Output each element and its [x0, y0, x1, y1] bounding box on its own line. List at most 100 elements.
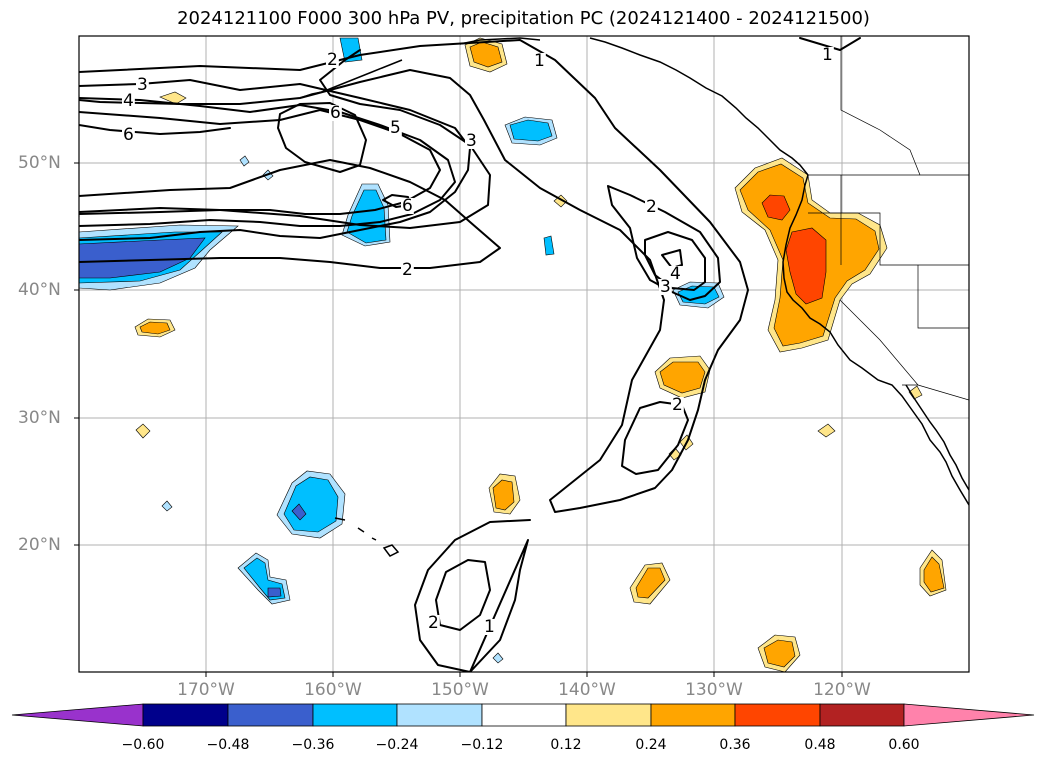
contour-label-halo — [122, 93, 135, 109]
contour-label: 1 — [484, 617, 495, 637]
contour-label-halo — [821, 47, 834, 63]
contour-label-halo — [669, 266, 682, 282]
colorbar-tick-label: −0.60 — [121, 737, 165, 753]
lon-label-150w: 150°W — [431, 680, 489, 700]
lon-label-160w: 160°W — [304, 680, 362, 700]
coast-west-na — [782, 174, 969, 506]
contour-label: 3 — [466, 131, 477, 151]
colorbar-tick-label: 0.48 — [804, 737, 836, 753]
contour-label: 2 — [327, 50, 338, 70]
contour-label-halo — [329, 105, 342, 121]
blob-171w-55n — [159, 91, 187, 105]
blob-165w-18n-core — [267, 587, 282, 598]
blob-121w-29n — [817, 423, 836, 438]
lat-label-40n: 40°N — [18, 280, 61, 300]
blob-146w-11n — [492, 652, 504, 664]
blob-172w-37n-core — [139, 321, 171, 335]
contour-label-halo — [645, 199, 658, 215]
blob-143w-43n — [543, 235, 555, 256]
contour-label-halo — [465, 133, 478, 149]
blob-162w-23n-mid — [283, 476, 339, 533]
colorbar-swatch — [481, 703, 567, 727]
colorbar-tick-label: −0.12 — [460, 737, 504, 753]
lon-label-170w: 170°W — [177, 680, 235, 700]
lon-label-130w: 130°W — [685, 680, 743, 700]
coast-bc — [589, 37, 809, 176]
colorbar-tick-label: −0.48 — [206, 737, 250, 753]
blob-168w-49n — [239, 155, 250, 167]
colorbar-tick-label: 0.60 — [888, 737, 920, 753]
colorbar-tick-label: 0.24 — [635, 737, 667, 753]
colorbar-tick-label: 0.12 — [550, 737, 582, 753]
contour-2-east — [607, 185, 721, 301]
contour-label: 6 — [402, 196, 413, 216]
colorbar — [11, 703, 1035, 727]
contour-label: 1 — [822, 45, 833, 65]
border-state-4 — [917, 265, 969, 329]
contour-label: 1 — [534, 51, 545, 71]
contour-label: 5 — [390, 118, 401, 138]
blob-142w-47n — [553, 194, 568, 208]
positive-precip-blobs — [134, 37, 947, 672]
contour-label-group: 3 4 6 2 6 5 3 6 2 1 1 2 4 3 2 2 1 — [122, 45, 834, 637]
contour-1-outer — [79, 39, 749, 513]
colorbar-tick-label: 0.36 — [719, 737, 751, 753]
border-state-3 — [839, 299, 919, 386]
contour-label-halo — [326, 52, 339, 68]
colorbar-extend-high — [903, 703, 1035, 727]
political-borders — [808, 36, 969, 401]
contour-label-halo — [483, 619, 496, 635]
coast-alaska-south — [459, 37, 541, 45]
contour-label: 2 — [428, 613, 439, 633]
contour-label: 6 — [123, 125, 134, 145]
contour-label-halo — [533, 53, 546, 69]
colorbar-tick-label: −0.36 — [291, 737, 335, 753]
blob-171w-23n — [161, 500, 173, 512]
contour-label: 3 — [137, 75, 148, 95]
blob-west-jet-core — [79, 237, 206, 279]
contour-label-halo — [401, 198, 414, 214]
blob-125w-12n-core — [763, 639, 796, 668]
contour-label: 6 — [330, 103, 341, 123]
blob-west-coast-north-core — [761, 194, 791, 221]
colorbar-swatch — [227, 703, 314, 727]
border-us-mexico — [902, 384, 969, 401]
hawaii — [334, 517, 400, 557]
lon-label-120w: 120°W — [813, 680, 871, 700]
contour-label-halo — [389, 120, 402, 136]
blob-148w-24n-core — [492, 479, 515, 511]
blob-155w-54n-core — [509, 119, 553, 142]
contour-6-left — [79, 124, 231, 135]
map-frame — [78, 35, 970, 673]
colorbar-swatch — [650, 703, 736, 727]
blob-west-coast-core — [785, 227, 827, 305]
contour-3-jet — [79, 79, 471, 241]
contour-label-halo — [427, 615, 440, 631]
colorbar-swatch — [142, 703, 229, 727]
blob-162w-23n-core — [291, 503, 307, 521]
lon-label-140w: 140°W — [558, 680, 616, 700]
lat-label-30n: 30°N — [18, 408, 61, 428]
contour-5-jet — [79, 109, 441, 215]
coastlines — [299, 37, 969, 557]
contour-label: 3 — [660, 277, 671, 297]
contour-label: 4 — [123, 91, 134, 111]
blob-113w-17n-core — [923, 556, 945, 593]
contour-label: 2 — [672, 395, 683, 415]
contour-1-top-right — [799, 37, 861, 51]
coast-baja — [905, 384, 969, 491]
pv-contours — [79, 37, 861, 672]
contour-4-east — [661, 249, 683, 269]
blob-175w-29n — [135, 423, 151, 439]
blob-135w-18n-core — [635, 567, 666, 599]
axis-ticks — [74, 162, 843, 677]
border-state-1 — [808, 212, 969, 266]
lat-label-20n: 20°N — [18, 535, 61, 555]
lat-label-50n: 50°N — [18, 153, 61, 173]
contour-2-south — [435, 559, 491, 631]
contour-label: 4 — [670, 264, 681, 284]
contour-4-jet — [79, 97, 456, 227]
contour-3-east — [644, 231, 706, 291]
contour-label-halo — [401, 262, 414, 278]
